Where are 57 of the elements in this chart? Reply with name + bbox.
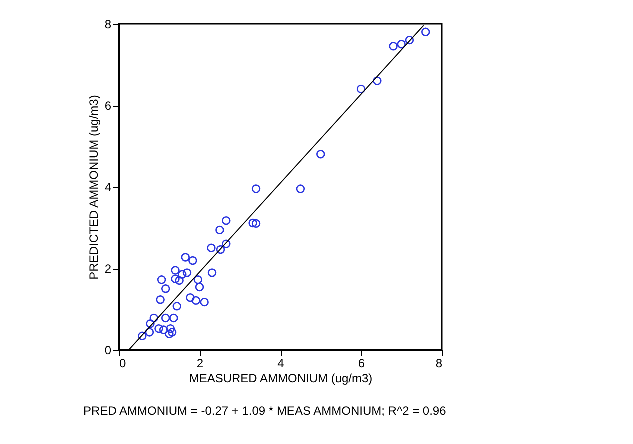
point [168,328,177,337]
point [182,268,192,278]
point [216,226,224,235]
point [397,40,406,49]
point [188,256,198,266]
point [252,219,261,228]
point [194,276,202,284]
point [207,244,216,252]
point [172,302,182,311]
x-tick-label: 4 [278,356,285,370]
point [316,150,326,159]
text: PRED AMMONIUM = -0.27 + 1.09 * MEAS AMMONIUM; R^2 = 0.96 [84,404,447,418]
point [138,332,147,340]
point [161,284,170,294]
point [208,268,217,278]
point [175,276,184,286]
point [222,216,231,226]
point [171,266,180,275]
y-tick-label: 8 [104,18,112,32]
y-axis-title: PREDICTED AMMONIUM (ug/m3) [86,95,101,280]
point [186,293,195,302]
point [192,296,200,306]
point [373,76,382,86]
point [157,276,166,284]
point [146,320,155,328]
point [145,328,154,337]
x-tick-label: 8 [436,356,443,370]
y-tick-label: 4 [104,180,112,194]
point [216,245,226,254]
x-axis-title: MEASURED AMMONIUM (ug/m3) [189,372,373,386]
x-tick-label: 0 [120,356,126,370]
point [200,298,209,307]
point [171,274,180,284]
x-tick-label: 6 [358,356,366,370]
point [161,314,170,323]
point [195,282,204,292]
point [178,270,187,279]
point [222,240,231,248]
point [296,184,306,194]
x-tick-label: 2 [196,356,204,370]
point [252,184,261,194]
y-tick-label: 0 [104,344,112,358]
point [181,253,190,262]
point [150,314,158,323]
point [154,324,164,334]
point [156,296,165,304]
point [159,326,168,334]
point [165,330,174,338]
point [356,84,366,94]
point [405,36,414,45]
point [170,314,178,323]
point [248,218,258,228]
y-tick-label: 6 [104,99,112,113]
point [166,324,176,334]
point [389,42,398,51]
y-tick-label: 2 [104,262,112,276]
point [421,28,430,36]
